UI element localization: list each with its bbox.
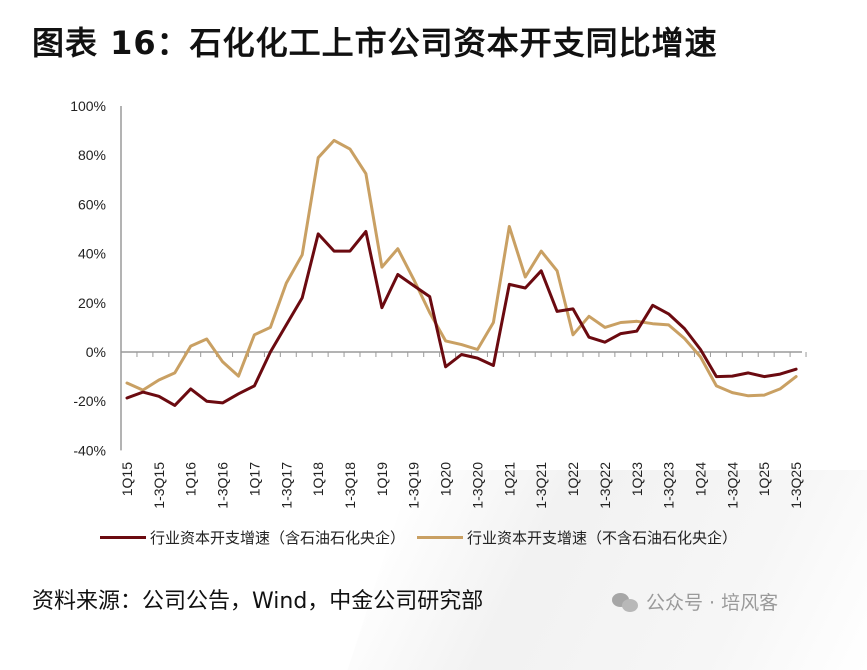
x-tick-label: 1Q17 <box>246 462 262 496</box>
legend-item-excl-soe: 行业资本开支增速（不含石油石化央企） <box>417 527 737 548</box>
wechat-icon <box>612 591 640 613</box>
y-tick-label: 100% <box>70 98 106 114</box>
x-tick-label: 1-3Q22 <box>597 462 613 509</box>
x-tick-label: 1-3Q19 <box>406 462 422 509</box>
wechat-watermark: 公众号 · 培风客 <box>612 588 778 615</box>
series-lines <box>125 138 798 407</box>
x-tick-label: 1-3Q17 <box>278 462 294 509</box>
x-tick-label: 1-3Q18 <box>342 462 358 509</box>
x-tick-label: 1-3Q25 <box>788 462 804 509</box>
y-tick-label: 0% <box>86 344 106 360</box>
x-tick-label: 1Q23 <box>629 462 645 496</box>
y-tick-label: -40% <box>73 442 106 458</box>
x-tick-label: 1Q16 <box>183 462 199 496</box>
x-tick-label: 1Q25 <box>756 462 772 496</box>
x-tick-label: 1Q15 <box>119 462 135 496</box>
x-tick-label: 1Q19 <box>374 462 390 496</box>
y-tick-label: 40% <box>78 246 106 262</box>
y-tick-label: -20% <box>73 393 106 409</box>
y-tick-label: 20% <box>78 295 106 311</box>
x-tick-label: 1Q18 <box>310 462 326 496</box>
series-line-incl-soe <box>125 230 798 407</box>
x-tick-label: 1-3Q21 <box>533 462 549 509</box>
y-axis: 100% 80% 60% 40% 20% 0% -20% -40% <box>70 98 122 458</box>
wechat-account-label: 公众号 · 培风客 <box>646 592 779 614</box>
x-tick-label: 1-3Q24 <box>724 462 740 509</box>
x-tick-label: 1Q20 <box>438 462 454 496</box>
chart-title: 图表 16：石化化工上市公司资本开支同比增速 <box>32 24 718 62</box>
legend-swatch-dark-red <box>100 536 146 539</box>
x-tick-label: 1Q22 <box>565 462 581 496</box>
line-chart: 100%80%60%40%20%0%-20%-40% 1Q15 1-3Q15 1Q1… <box>70 98 807 509</box>
chart-legend: 行业资本开支增速（含石油石化央企） 行业资本开支增速（不含石油石化央企） <box>100 527 749 548</box>
legend-label: 行业资本开支增速（不含石油石化央企） <box>467 529 738 547</box>
x-tick-label: 1-3Q23 <box>661 462 677 509</box>
x-axis: 1Q15 1-3Q15 1Q16 1-3Q16 1Q17 1-3Q17 1Q18 1-3Q18… <box>119 351 807 509</box>
y-tick-label: 80% <box>78 147 106 163</box>
legend-item-incl-soe: 行业资本开支增速（含石油石化央企） <box>100 527 405 548</box>
x-tick-label: 1-3Q15 <box>151 462 167 509</box>
source-note: 资料来源：公司公告，Wind，中金公司研究部 <box>32 589 484 614</box>
x-tick-label: 1-3Q16 <box>215 462 231 509</box>
x-tick-label: 1Q24 <box>692 462 708 496</box>
legend-swatch-gold <box>417 536 464 539</box>
x-tick-label: 1-3Q20 <box>469 462 485 509</box>
series-line-excl-soe <box>125 138 798 398</box>
y-tick-label: 60% <box>78 196 106 212</box>
x-tick-label: 1Q21 <box>501 462 517 496</box>
legend-label: 行业资本开支增速（含石油石化央企） <box>150 529 406 547</box>
